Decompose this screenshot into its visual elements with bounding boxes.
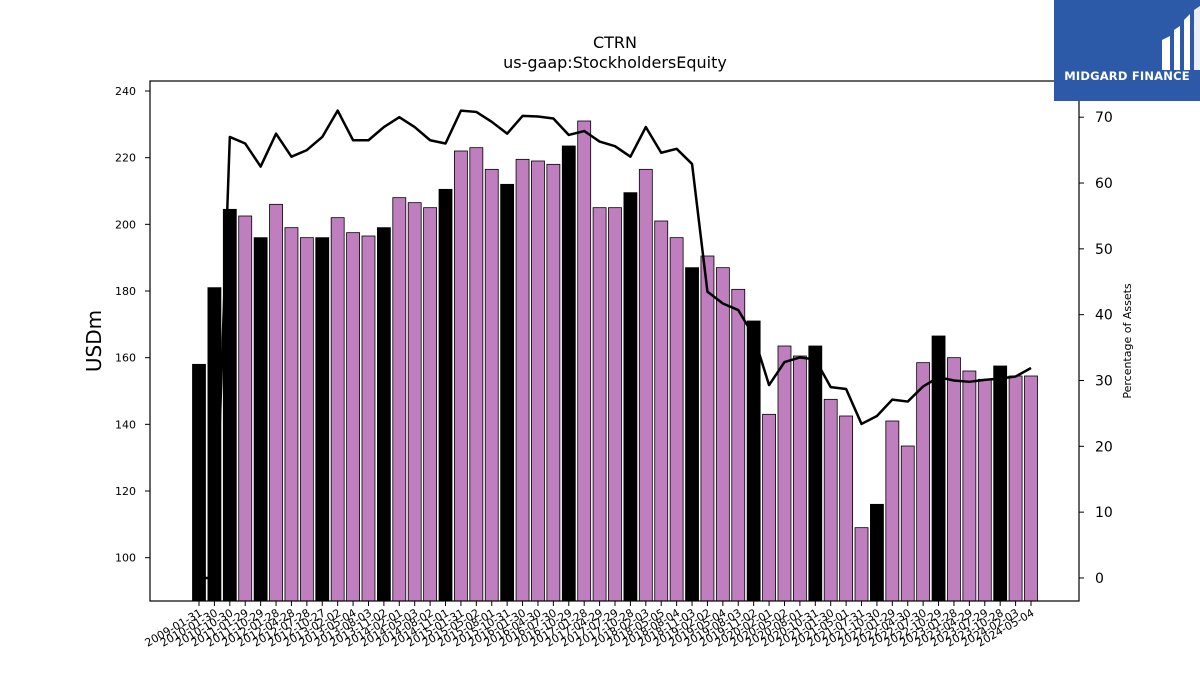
y-tick-label: 160 — [115, 352, 136, 365]
percentage-of-assets-line — [199, 109, 1032, 580]
bar-2022-07-30 — [916, 362, 931, 602]
bar-2016-07-30 — [546, 163, 561, 602]
bar-2017-07-29 — [608, 207, 622, 602]
bar-2012-10-27 — [315, 237, 330, 602]
y-axis-left: 100 120 140 160 180 200 220 240 — [115, 85, 150, 565]
bar-2019-08-03 — [731, 288, 746, 602]
bar-2015-10-31 — [500, 183, 515, 602]
brand-logo: MIDGARD FINANCE — [1054, 0, 1200, 101]
bar-2011-10-29 — [253, 237, 268, 602]
bar-2011-01-29 — [238, 215, 253, 602]
y2-axis-label: Percentage of Assets — [1121, 283, 1134, 399]
bar-2019-02-02 — [700, 255, 715, 602]
bar-2014-11-01 — [438, 188, 453, 602]
bar-2020-10-31 — [808, 345, 823, 602]
bar-2013-08-03 — [361, 235, 376, 602]
bar-2015-05-02 — [469, 147, 484, 602]
bar-2018-11-03 — [685, 267, 699, 602]
bar-2021-10-30 — [870, 503, 884, 602]
y2-tick-label: 10 — [1095, 505, 1113, 521]
bar-2013-02-02 — [330, 217, 345, 602]
bar-2017-01-28 — [577, 120, 592, 602]
y-tick-label: 100 — [115, 552, 136, 565]
bar-2016-01-30 — [515, 158, 530, 602]
bar-2020-02-01 — [762, 413, 776, 602]
y2-tick-label: 40 — [1095, 308, 1113, 324]
bar-2012-04-28 — [284, 227, 299, 602]
line-layer — [199, 109, 1032, 580]
bar-2024-05-04 — [1024, 375, 1038, 602]
bar-2019-11-02 — [746, 320, 761, 602]
bar-2023-07-29 — [977, 378, 992, 602]
bar-2020-05-02 — [777, 345, 792, 602]
y2-tick-label: 60 — [1095, 176, 1113, 192]
y2-tick-label: 30 — [1095, 373, 1113, 389]
bar-2020-08-01 — [792, 355, 807, 602]
bar-2021-01-30 — [823, 398, 838, 602]
y2-tick-label: 50 — [1095, 242, 1113, 258]
midgard-logo-icon — [1162, 6, 1200, 70]
bar-2018-05-05 — [654, 220, 669, 602]
bar-2023-02-28 — [947, 357, 961, 602]
bar-2009-01-31 — [192, 363, 206, 602]
y-tick-label: 240 — [115, 85, 136, 98]
bar-2014-08-02 — [423, 207, 438, 602]
bar-2016-10-29 — [561, 145, 576, 602]
bar-2014-05-03 — [407, 202, 422, 602]
logo-text: MIDGARD FINANCE — [1064, 69, 1190, 83]
bar-2024-02-03 — [1008, 375, 1023, 602]
y-tick-label: 220 — [115, 152, 136, 165]
bar-2014-02-01 — [392, 197, 407, 602]
bar-2022-10-29 — [931, 335, 946, 602]
bar-2017-10-28 — [623, 192, 638, 602]
y-tick-label: 140 — [115, 418, 136, 431]
y2-tick-label: 20 — [1095, 439, 1113, 455]
bar-2021-07-31 — [854, 527, 869, 602]
y-axis-right: 0 10 20 30 40 50 60 70 — [1079, 110, 1113, 587]
bars-layer — [192, 120, 1038, 602]
y2-tick-label: 0 — [1095, 571, 1104, 587]
bar-2016-04-30 — [531, 160, 545, 602]
bar-2012-01-28 — [269, 203, 283, 602]
y-axis-label: USDm — [82, 310, 106, 372]
y2-tick-label: 70 — [1095, 110, 1113, 126]
bar-2022-01-29 — [885, 420, 900, 602]
bar-2015-08-01 — [484, 168, 499, 602]
bar-2015-01-31 — [454, 150, 468, 602]
bar-2012-07-28 — [299, 237, 314, 602]
y-tick-label: 180 — [115, 285, 136, 298]
bar-2013-05-04 — [346, 232, 360, 602]
bar-2018-02-03 — [638, 168, 653, 602]
y-tick-label: 200 — [115, 218, 136, 231]
bar-2021-05-01 — [839, 415, 854, 602]
x-axis: 2009-01-312010-01-302010-10-302011-01-29… — [143, 601, 1037, 650]
bar-2017-04-29 — [592, 207, 607, 602]
chart-subtitle: us-gaap:StockholdersEquity — [503, 53, 727, 72]
bar-2013-11-02 — [376, 227, 391, 602]
bar-2018-08-04 — [669, 237, 684, 602]
bar-2023-04-29 — [962, 370, 977, 602]
y-tick-label: 120 — [115, 485, 136, 498]
chart-title: CTRN — [593, 33, 637, 52]
bar-2019-05-04 — [715, 267, 730, 602]
bar-2023-10-28 — [993, 365, 1008, 602]
bar-2022-04-30 — [900, 445, 915, 602]
